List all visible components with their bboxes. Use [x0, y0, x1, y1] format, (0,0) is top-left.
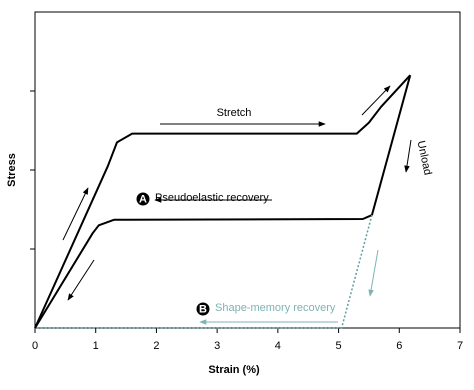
- marker-letter: B: [199, 303, 207, 315]
- arrow: [67, 259, 95, 301]
- x-tick-label: 5: [336, 340, 342, 352]
- y-axis-label: Stress: [6, 153, 18, 187]
- annotation: Unload: [415, 140, 434, 177]
- x-tick-label: 4: [275, 340, 281, 352]
- x-tick-label: 7: [457, 340, 463, 352]
- arrow: [404, 139, 412, 173]
- plot-frame: [34, 11, 461, 329]
- curve: [34, 74, 411, 329]
- x-axis-label: Strain (%): [208, 364, 260, 376]
- marker-circle: [136, 192, 150, 206]
- curve: [35, 214, 373, 329]
- marker-circle: [196, 302, 210, 316]
- x-tick-label: 2: [153, 340, 159, 352]
- arrow: [368, 249, 379, 297]
- x-tick-label: 6: [396, 340, 402, 352]
- marker-letter: A: [139, 193, 147, 205]
- annotation: Pseudoelastic recovery: [155, 192, 269, 204]
- x-tick-label: 3: [214, 340, 220, 352]
- arrow: [62, 187, 89, 241]
- arrow: [361, 85, 391, 116]
- x-tick-label: 1: [93, 340, 99, 352]
- x-tick-label: 0: [32, 340, 38, 352]
- annotation: Shape-memory recovery: [215, 302, 336, 314]
- annotation: Stretch: [217, 107, 252, 119]
